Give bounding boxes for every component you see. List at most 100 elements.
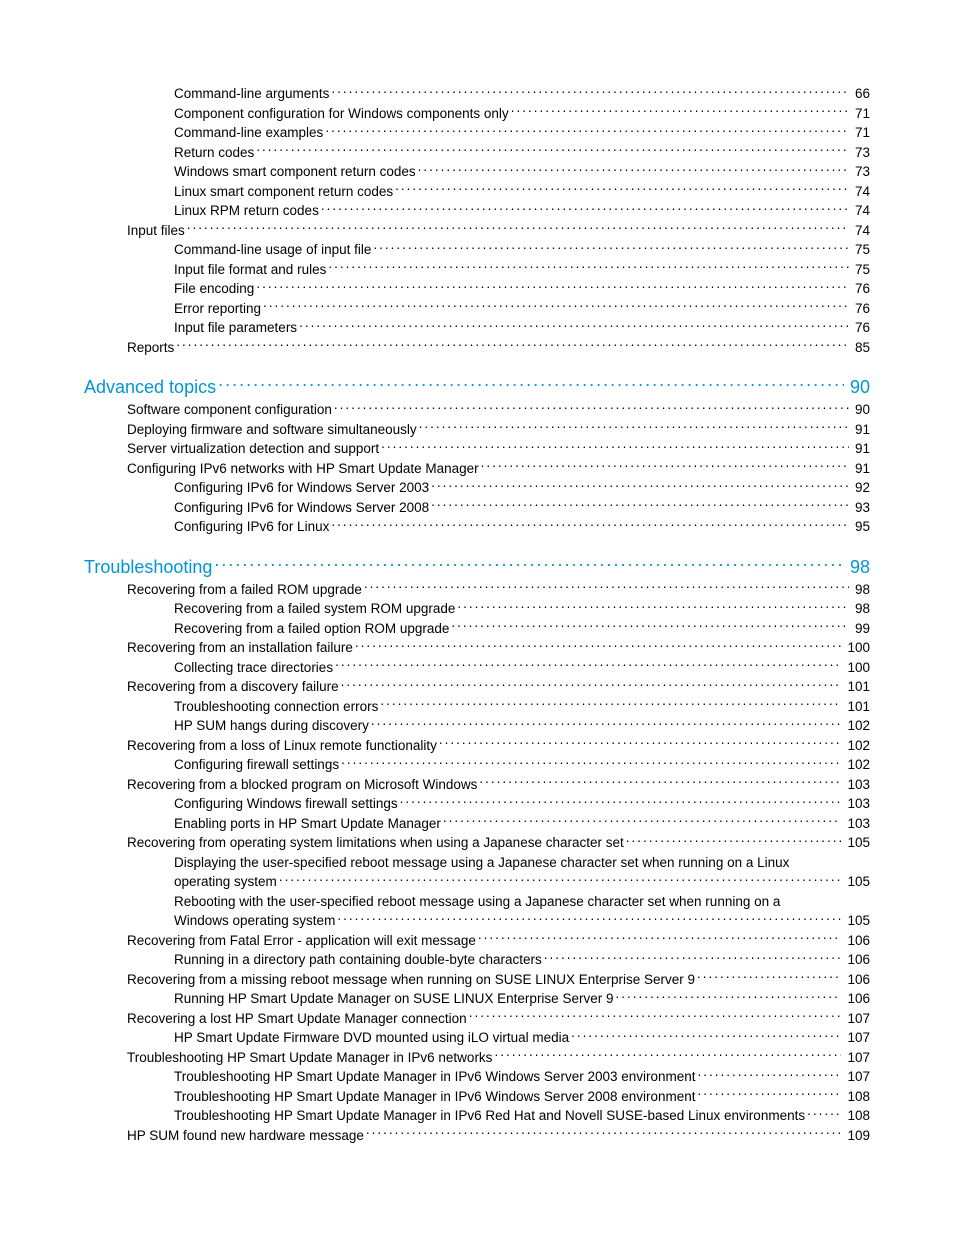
toc-entry[interactable]: Recovering from Fatal Error - applicatio… [127, 931, 870, 951]
toc-leader [571, 1029, 841, 1043]
toc-page-number: 73 [851, 143, 870, 163]
toc-entry[interactable]: Configuring IPv6 for Windows Server 2008… [174, 498, 870, 518]
toc-entry[interactable]: Configuring firewall settings102 [174, 755, 870, 775]
toc-entry[interactable]: Running in a directory path containing d… [174, 950, 870, 970]
toc-entry-label: Linux RPM return codes [174, 201, 319, 221]
toc-entry[interactable]: Troubleshooting connection errors101 [174, 697, 870, 717]
toc-entry[interactable]: Collecting trace directories100 [174, 658, 870, 678]
toc-entry[interactable]: Return codes 73 [174, 143, 870, 163]
toc-entry[interactable]: Troubleshooting HP Smart Update Manager … [174, 1067, 870, 1087]
toc-entry-label: Recovering from a blocked program on Mic… [127, 775, 477, 795]
toc-leader [176, 338, 849, 352]
toc-entry[interactable]: Configuring Windows firewall settings103 [174, 794, 870, 814]
toc-entry[interactable]: Windows smart component return codes73 [174, 162, 870, 182]
toc-entry[interactable]: Linux smart component return codes74 [174, 182, 870, 202]
toc-entry-continuation: operating system [174, 872, 277, 892]
toc-entry[interactable]: Command-line arguments66 [174, 84, 870, 104]
toc-entry[interactable]: HP Smart Update Firmware DVD mounted usi… [174, 1028, 870, 1048]
toc-entry[interactable]: Recovering from a loss of Linux remote f… [127, 736, 870, 756]
toc-leader [366, 1126, 842, 1140]
toc-entry[interactable]: Deploying firmware and software simultan… [127, 420, 870, 440]
toc-entry[interactable]: Running HP Smart Update Manager on SUSE … [174, 989, 870, 1009]
toc-leader [469, 1009, 842, 1023]
toc-entry[interactable]: Recovering from a failed option ROM upgr… [174, 619, 870, 639]
toc-entry-label: HP SUM found new hardware message [127, 1126, 364, 1146]
toc-entry[interactable]: Server virtualization detection and supp… [127, 439, 870, 459]
toc-leader [321, 202, 849, 216]
toc-leader [256, 143, 849, 157]
toc-leader [419, 420, 849, 434]
toc-page-number: 105 [843, 911, 870, 931]
toc-entry[interactable]: Rebooting with the user-specified reboot… [174, 892, 870, 931]
toc-page-number: 105 [843, 872, 870, 892]
toc-entry[interactable]: Configuring IPv6 for Windows Server 2003… [174, 478, 870, 498]
toc-page-number: 102 [843, 736, 870, 756]
toc-entry[interactable]: Input file format and rules75 [174, 260, 870, 280]
toc-entry[interactable]: Error reporting76 [174, 299, 870, 319]
toc-entry-label: Recovering a lost HP Smart Update Manage… [127, 1009, 467, 1029]
toc-page-number: 102 [843, 755, 870, 775]
toc-entry-label: Troubleshooting HP Smart Update Manager … [174, 1087, 696, 1107]
toc-page-number: 103 [843, 814, 870, 834]
toc-page-number: 75 [851, 260, 870, 280]
toc-entry[interactable]: Recovering from a discovery failure101 [127, 677, 870, 697]
toc-entry[interactable]: Reports 85 [127, 338, 870, 358]
toc-entry[interactable]: Recovering from a missing reboot message… [127, 970, 870, 990]
toc-entry[interactable]: Troubleshooting HP Smart Update Manager … [127, 1048, 870, 1068]
toc-entry-label: Deploying firmware and software simultan… [127, 420, 417, 440]
toc-entry[interactable]: Recovering from a failed system ROM upgr… [174, 599, 870, 619]
toc-leader [698, 1068, 842, 1082]
toc-entry[interactable]: Recovering from an installation failure1… [127, 638, 870, 658]
toc-entry[interactable]: Recovering a lost HP Smart Update Manage… [127, 1009, 870, 1029]
toc-entry[interactable]: Command-line examples71 [174, 123, 870, 143]
toc-section-heading[interactable]: Advanced topics90 [84, 374, 870, 400]
toc-entry[interactable]: Troubleshooting HP Smart Update Manager … [174, 1106, 870, 1126]
toc-entry[interactable]: Troubleshooting HP Smart Update Manager … [174, 1087, 870, 1107]
toc-leader [279, 873, 842, 887]
toc-page-number: 107 [843, 1009, 870, 1029]
toc-leader [439, 736, 842, 750]
toc-leader [431, 498, 849, 512]
toc-entry[interactable]: HP SUM hangs during discovery102 [174, 716, 870, 736]
toc-entry-label: Displaying the user-specified reboot mes… [174, 855, 789, 870]
toc-entry-label: Linux smart component return codes [174, 182, 393, 202]
toc-page-number: 85 [851, 338, 870, 358]
toc-leader [341, 678, 842, 692]
toc-entry[interactable]: Recovering from a blocked program on Mic… [127, 775, 870, 795]
toc-leader [364, 580, 849, 594]
toc-entry[interactable]: Configuring IPv6 networks with HP Smart … [127, 459, 870, 479]
toc-section-heading[interactable]: Troubleshooting98 [84, 554, 870, 580]
toc-entry[interactable]: Recovering from a failed ROM upgrade98 [127, 580, 870, 600]
toc-leader [218, 375, 844, 393]
toc-leader [214, 555, 844, 573]
toc-entry[interactable]: Configuring IPv6 for Linux95 [174, 517, 870, 537]
toc-leader [395, 182, 849, 196]
toc-entry[interactable]: Input files74 [127, 221, 870, 241]
toc-page-number: 91 [851, 439, 870, 459]
toc-page-number: 101 [843, 677, 870, 697]
toc-leader [263, 299, 849, 313]
toc-entry[interactable]: Command-line usage of input file75 [174, 240, 870, 260]
toc-entry-label: Return codes [174, 143, 254, 163]
toc-entry[interactable]: Input file parameters76 [174, 318, 870, 338]
toc-leader [626, 834, 842, 848]
toc-entry[interactable]: Component configuration for Windows comp… [174, 104, 870, 124]
toc-leader [544, 951, 842, 965]
toc-page-number: 102 [843, 716, 870, 736]
toc-entry[interactable]: Recovering from operating system limitat… [127, 833, 870, 853]
toc-entry[interactable]: Software component configuration90 [127, 400, 870, 420]
toc-entry-label: Collecting trace directories [174, 658, 333, 678]
toc-page-number: 75 [851, 240, 870, 260]
toc-entry[interactable]: Enabling ports in HP Smart Update Manage… [174, 814, 870, 834]
toc-entry-label: Rebooting with the user-specified reboot… [174, 894, 780, 909]
toc-entry-label: Reports [127, 338, 174, 358]
toc-leader [511, 104, 849, 118]
toc-entry[interactable]: File encoding76 [174, 279, 870, 299]
toc-entry[interactable]: HP SUM found new hardware message109 [127, 1126, 870, 1146]
toc-entry[interactable]: Linux RPM return codes74 [174, 201, 870, 221]
toc-leader [256, 280, 849, 294]
toc-entry-label: Troubleshooting [84, 554, 212, 580]
toc-entry-label: Troubleshooting connection errors [174, 697, 378, 717]
toc-container: Command-line arguments66Component config… [84, 84, 870, 1145]
toc-entry[interactable]: Displaying the user-specified reboot mes… [174, 853, 870, 892]
